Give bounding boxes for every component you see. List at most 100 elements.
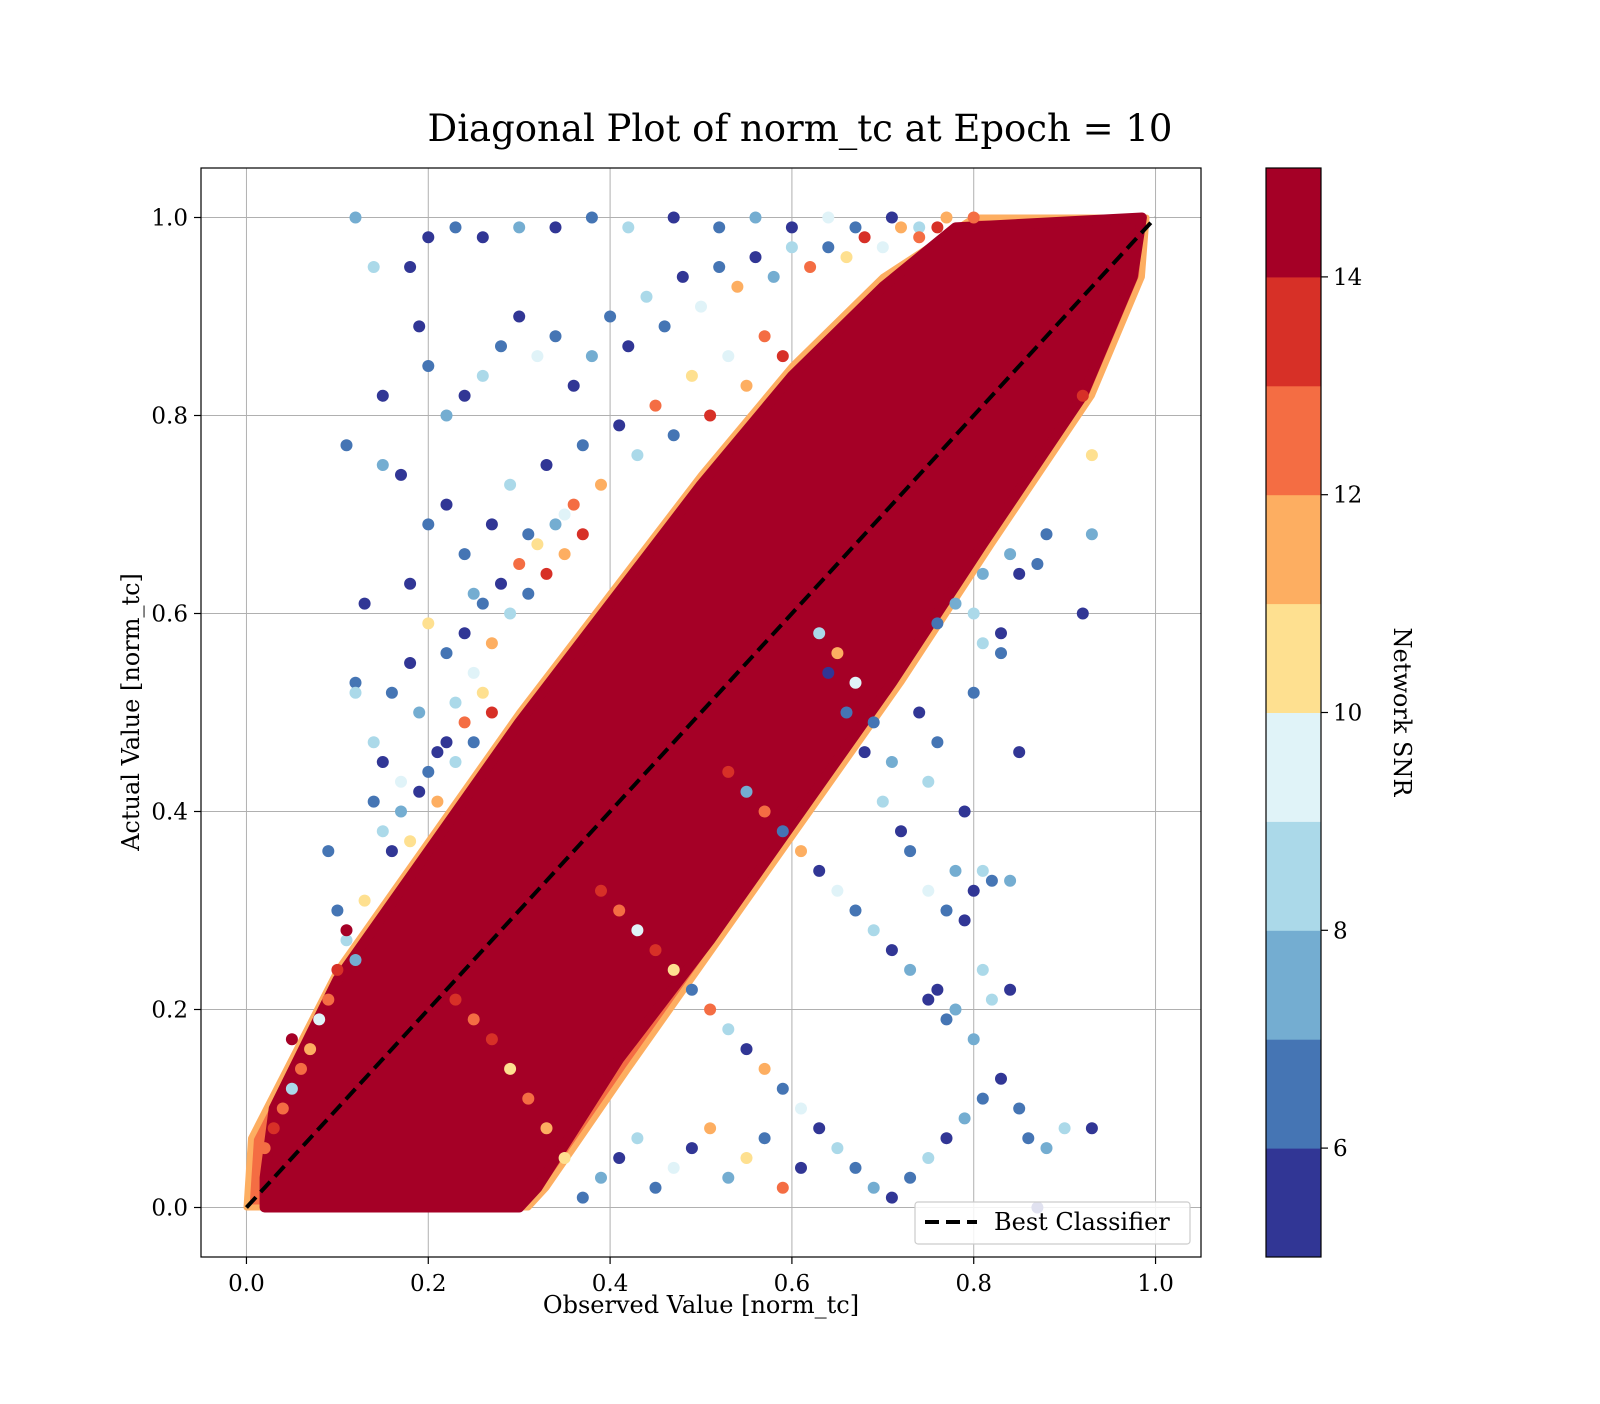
scatter-point bbox=[631, 924, 644, 937]
scatter-point bbox=[576, 528, 589, 541]
scatter-point bbox=[385, 686, 398, 699]
scatter-point bbox=[895, 825, 907, 838]
scatter-point bbox=[1058, 1122, 1071, 1135]
scatter-point bbox=[340, 924, 353, 937]
scatter-point bbox=[313, 1013, 326, 1026]
scatter-point bbox=[931, 983, 944, 996]
scatter-point bbox=[949, 864, 962, 877]
scatter-point bbox=[713, 261, 726, 273]
scatter-point bbox=[595, 884, 607, 897]
scatter-point bbox=[422, 360, 435, 372]
scatter-point bbox=[1085, 528, 1098, 541]
colorbar-tick-label: 10 bbox=[1333, 701, 1362, 727]
scatter-point bbox=[467, 736, 480, 749]
scatter-point bbox=[849, 1161, 862, 1174]
scatter-point bbox=[813, 1122, 826, 1135]
scatter-point bbox=[440, 498, 453, 511]
scatter-point bbox=[622, 221, 635, 234]
scatter-point bbox=[958, 914, 971, 927]
colorbar-bin bbox=[1266, 930, 1321, 1040]
scatter-point bbox=[904, 845, 917, 858]
scatter-point bbox=[867, 1181, 880, 1194]
scatter-point bbox=[276, 1102, 289, 1115]
scatter-point bbox=[876, 795, 889, 808]
scatter-point bbox=[522, 587, 535, 600]
colorbar-bin bbox=[1266, 385, 1321, 496]
plot-frame bbox=[200, 167, 1202, 1258]
scatter-point bbox=[776, 1181, 789, 1194]
scatter-point bbox=[885, 944, 898, 957]
colorbar-tick-label: 12 bbox=[1333, 483, 1362, 509]
scatter-point bbox=[749, 251, 762, 264]
scatter-point bbox=[413, 785, 426, 798]
scatter-point bbox=[513, 310, 526, 323]
scatter-point bbox=[385, 845, 398, 858]
scatter-point bbox=[785, 241, 798, 254]
scatter-point bbox=[613, 419, 626, 432]
scatter-point bbox=[995, 627, 1007, 640]
y-tick-label: 0.8 bbox=[151, 404, 188, 430]
scatter-point bbox=[331, 963, 344, 976]
scatter-point bbox=[495, 340, 507, 353]
colorbar-bins bbox=[1266, 168, 1321, 1258]
scatter-point bbox=[940, 904, 953, 917]
scatter-point bbox=[776, 1082, 789, 1095]
scatter-point bbox=[940, 1013, 953, 1026]
scatter-point bbox=[1076, 389, 1089, 402]
y-tick-label: 0.6 bbox=[151, 602, 188, 628]
y-tick-label: 0.0 bbox=[151, 1196, 188, 1222]
scatter-point bbox=[376, 389, 389, 402]
colorbar-label: Network SNR bbox=[1388, 628, 1416, 798]
colorbar-bin bbox=[1266, 712, 1321, 822]
x-tick-label: 0.8 bbox=[955, 1271, 992, 1297]
scatter-point bbox=[476, 686, 489, 699]
scatter-point bbox=[895, 221, 907, 234]
scatter-point bbox=[922, 884, 935, 897]
scatter-point bbox=[449, 993, 462, 1006]
scatter-point bbox=[513, 558, 526, 570]
scatter-points bbox=[258, 211, 1098, 1214]
scatter-point bbox=[458, 627, 471, 640]
scatter-point bbox=[731, 280, 744, 293]
scatter-point bbox=[876, 241, 889, 254]
scatter-point bbox=[931, 221, 944, 234]
scatter-point bbox=[949, 597, 962, 610]
scatter-point bbox=[376, 756, 389, 768]
scatter-point bbox=[704, 409, 717, 422]
scatter-point bbox=[404, 835, 417, 848]
scatter-point bbox=[913, 706, 926, 719]
scatter-point bbox=[931, 617, 944, 630]
scatter-point bbox=[667, 963, 680, 976]
scatter-point bbox=[840, 251, 853, 264]
scatter-point bbox=[349, 211, 362, 224]
scatter-point bbox=[485, 706, 498, 719]
colorbar-ticks: 6 8 10 12 14 bbox=[1321, 265, 1362, 1162]
scatter-point bbox=[485, 518, 498, 531]
scatter-point bbox=[976, 1092, 989, 1105]
scatter-point bbox=[1085, 449, 1098, 462]
scatter-point bbox=[676, 270, 689, 283]
scatter-point bbox=[858, 746, 871, 759]
scatter-point bbox=[322, 845, 335, 858]
scatter-point bbox=[740, 785, 753, 798]
scatter-point bbox=[831, 884, 844, 897]
scatter-point bbox=[713, 221, 726, 234]
chart-title: Diagonal Plot of norm_tc at Epoch = 10 bbox=[428, 107, 1173, 151]
scatter-point bbox=[976, 963, 989, 976]
y-tick-label: 0.2 bbox=[151, 998, 188, 1024]
scatter-point bbox=[549, 221, 562, 234]
y-tick-label: 0.4 bbox=[151, 800, 188, 826]
scatter-point bbox=[431, 746, 444, 759]
scatter-point bbox=[1031, 558, 1044, 570]
scatter-point bbox=[922, 1152, 935, 1164]
scatter-point bbox=[1040, 528, 1053, 541]
scatter-point bbox=[640, 290, 653, 303]
scatter-point bbox=[767, 270, 780, 283]
scatter-point bbox=[267, 1122, 280, 1135]
scatter-point bbox=[367, 261, 380, 273]
plot-area bbox=[200, 167, 1202, 1258]
colorbar-bin bbox=[1266, 603, 1321, 713]
scatter-point bbox=[976, 864, 989, 877]
